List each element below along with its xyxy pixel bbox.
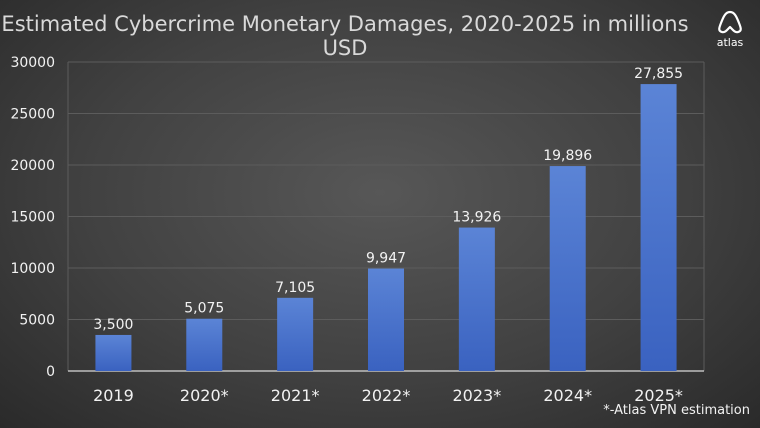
atlas-logo: atlas xyxy=(714,10,746,52)
footnote: *-Atlas VPN estimation xyxy=(603,403,750,418)
x-tick-label: 2023* xyxy=(452,386,501,405)
x-tick-label: 2025* xyxy=(634,386,683,405)
chart-title: Estimated Cybercrime Monetary Damages, 2… xyxy=(1,12,689,60)
data-label: 7,105 xyxy=(275,280,315,296)
bar xyxy=(458,227,495,371)
data-label: 13,926 xyxy=(452,210,501,226)
data-label: 27,855 xyxy=(634,66,683,82)
x-tick-label: 2022* xyxy=(362,386,411,405)
data-label: 5,075 xyxy=(184,301,224,317)
atlas-logo-icon xyxy=(718,10,742,34)
bar xyxy=(549,166,586,371)
bar xyxy=(368,268,404,371)
data-label: 3,500 xyxy=(93,317,133,333)
y-tick-label: 15000 xyxy=(10,210,55,226)
data-label: 9,947 xyxy=(366,251,406,267)
y-tick-label: 0 xyxy=(46,364,55,380)
bar xyxy=(95,334,132,371)
bar xyxy=(186,318,223,371)
y-tick-label: 30000 xyxy=(10,55,55,71)
y-tick-label: 25000 xyxy=(10,107,55,123)
x-tick-label: 2024* xyxy=(543,386,592,405)
x-tick-label: 2020* xyxy=(180,386,229,405)
logo-text: atlas xyxy=(716,36,744,49)
data-label: 19,896 xyxy=(543,148,592,164)
y-tick-label: 20000 xyxy=(10,158,55,174)
bar xyxy=(640,84,677,371)
x-tick-label: 2019 xyxy=(93,386,134,405)
y-tick-label: 10000 xyxy=(10,261,55,277)
y-tick-label: 5000 xyxy=(19,313,55,329)
bar xyxy=(277,297,314,371)
x-tick-label: 2021* xyxy=(271,386,320,405)
